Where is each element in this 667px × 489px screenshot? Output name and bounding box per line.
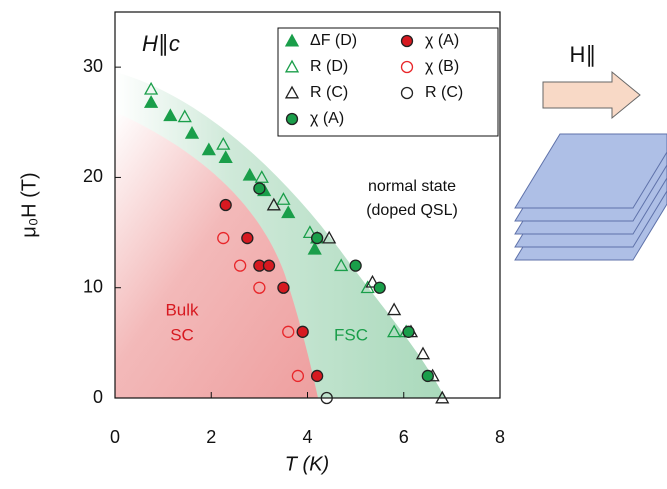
marker-triangle bbox=[435, 390, 450, 404]
marker-triangle bbox=[254, 170, 269, 183]
marker-triangle bbox=[387, 324, 402, 338]
legend-label: ΔF (D) bbox=[310, 32, 357, 49]
marker-circle bbox=[291, 369, 305, 383]
marker-circle bbox=[219, 198, 232, 212]
marker-circle bbox=[296, 325, 309, 338]
marker-circle bbox=[400, 86, 414, 100]
annotation: Bulk bbox=[165, 300, 199, 319]
marker-circle bbox=[233, 259, 247, 272]
marker-circle bbox=[310, 231, 324, 245]
annotation: (doped QSL) bbox=[366, 202, 458, 219]
annotation: normal state bbox=[368, 178, 456, 195]
marker-triangle bbox=[163, 108, 178, 122]
marker-triangle bbox=[307, 241, 322, 255]
marker-triangle bbox=[242, 167, 257, 181]
marker-circle bbox=[253, 281, 266, 294]
y-tick-label: 30 bbox=[83, 56, 103, 76]
panel-label: H∥c bbox=[142, 31, 180, 56]
x-tick-label: 2 bbox=[206, 427, 216, 447]
legend-label: χ (A) bbox=[425, 32, 459, 49]
marker-triangle bbox=[276, 192, 291, 205]
marker-circle bbox=[400, 60, 414, 74]
marker-triangle bbox=[216, 137, 231, 150]
x-tick-label: 0 bbox=[110, 427, 120, 447]
marker-circle bbox=[310, 369, 324, 383]
marker-triangle bbox=[284, 33, 300, 47]
marker-triangle bbox=[143, 81, 159, 95]
marker-triangle bbox=[415, 346, 431, 360]
bulk-sc-region bbox=[115, 112, 318, 398]
x-tick-label: 4 bbox=[302, 427, 312, 447]
legend-box bbox=[277, 27, 499, 137]
annotation: SC bbox=[170, 325, 194, 344]
marker-triangle bbox=[177, 109, 192, 123]
marker-circle bbox=[421, 369, 434, 383]
marker-triangle bbox=[143, 95, 159, 108]
marker-circle bbox=[253, 182, 266, 195]
annotation: FSC bbox=[334, 325, 368, 344]
marker-circle bbox=[400, 34, 414, 48]
marker-triangle bbox=[334, 258, 349, 272]
marker-circle bbox=[402, 325, 415, 338]
field-arrow bbox=[542, 70, 641, 120]
marker-triangle bbox=[387, 302, 402, 316]
marker-circle bbox=[262, 259, 276, 272]
marker-triangle bbox=[266, 197, 281, 211]
marker-triangle bbox=[284, 85, 300, 99]
marker-circle bbox=[320, 391, 333, 405]
marker-circle bbox=[277, 281, 290, 294]
legend-label: R (C) bbox=[425, 84, 463, 101]
legend-label: χ (B) bbox=[425, 58, 459, 75]
legend-label: χ (A) bbox=[310, 110, 344, 127]
marker-circle bbox=[285, 112, 299, 126]
x-tick-label: 8 bbox=[495, 427, 505, 447]
legend-label: R (C) bbox=[310, 84, 348, 101]
marker-circle bbox=[217, 231, 230, 245]
marker-circle bbox=[373, 281, 386, 294]
field-label: H∥ bbox=[570, 42, 597, 67]
marker-triangle bbox=[201, 142, 216, 156]
x-axis-label: T (K) bbox=[285, 453, 329, 475]
layer-stack bbox=[514, 133, 667, 261]
marker-triangle bbox=[284, 59, 300, 73]
legend: ΔF (D) χ (A) R (D) χ (B) R (C) R (C) χ (A) bbox=[284, 32, 463, 127]
marker-circle bbox=[241, 231, 254, 245]
legend-label: R (D) bbox=[310, 58, 348, 75]
y-tick-label: 10 bbox=[83, 276, 103, 296]
marker-circle bbox=[349, 259, 362, 272]
marker-triangle bbox=[184, 125, 200, 139]
marker-triangle bbox=[365, 274, 380, 288]
marker-triangle bbox=[302, 225, 318, 239]
marker-triangle bbox=[322, 230, 337, 244]
y-tick-label: 20 bbox=[83, 166, 103, 186]
plot-area: 0 2 4 6 8 0 10 20 30 bbox=[83, 56, 505, 447]
marker-triangle bbox=[218, 150, 233, 164]
marker-circle bbox=[282, 325, 295, 338]
x-tick-label: 6 bbox=[399, 427, 409, 447]
y-tick-label: 0 bbox=[93, 387, 103, 407]
y-axis-label: μ₀H (T) bbox=[18, 172, 40, 237]
marker-triangle bbox=[281, 205, 296, 219]
